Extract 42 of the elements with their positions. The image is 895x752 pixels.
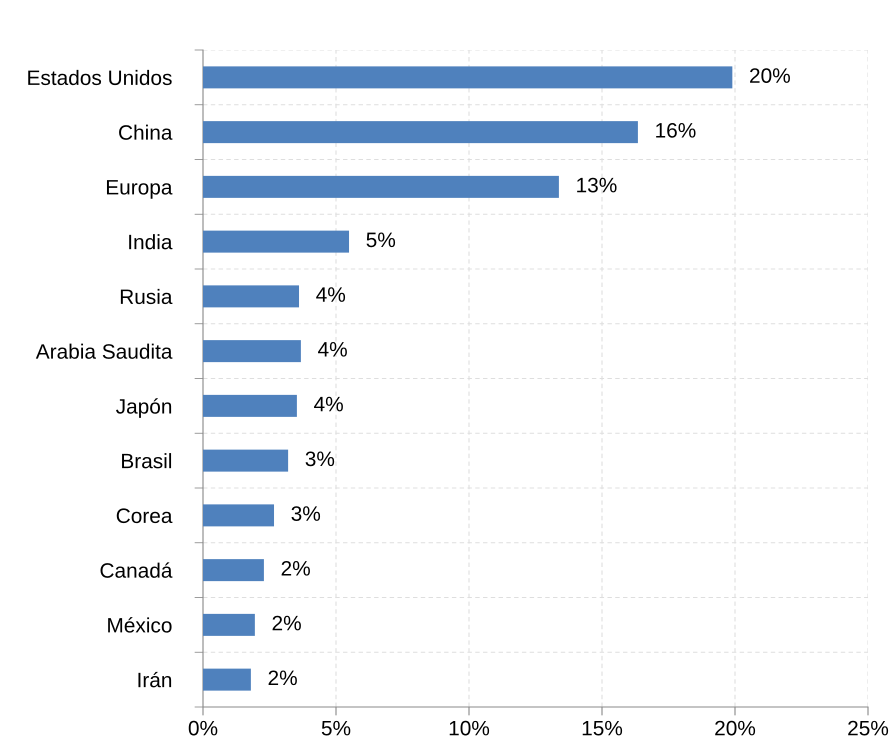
x-tick-label: 25%: [848, 720, 888, 736]
y-tick-label: Brasil: [122, 453, 172, 468]
data-label: 5%: [366, 232, 396, 248]
bar: [203, 285, 300, 308]
x-tick-label: 15%: [582, 720, 622, 736]
bar: [203, 176, 559, 198]
data-label: 2%: [268, 670, 297, 686]
bar: [203, 66, 732, 88]
y-tick-label: Estados Unidos: [28, 70, 172, 86]
data-label: 3%: [291, 506, 320, 521]
bar: [203, 668, 251, 691]
bar: [203, 394, 297, 417]
bar: [203, 121, 638, 144]
bar: [203, 450, 288, 472]
y-tick-label: México: [108, 617, 172, 633]
bar: [203, 559, 264, 582]
data-label: 2%: [272, 616, 301, 630]
y-tick-label: Europa: [106, 180, 172, 199]
data-label: 16%: [656, 122, 696, 138]
y-tick-label: China: [119, 124, 172, 140]
bar: [203, 340, 301, 362]
y-tick-label: Irán: [138, 672, 172, 688]
data-label: 20%: [750, 68, 790, 83]
data-label: 4%: [314, 396, 343, 412]
data-label: 3%: [306, 451, 334, 466]
y-tick-label: India: [129, 234, 172, 250]
bar: [203, 230, 350, 253]
data-label: 13%: [577, 178, 617, 192]
x-tick-label: 5%: [322, 720, 350, 736]
x-tick-label: 20%: [715, 720, 756, 736]
y-tick-label: Corea: [116, 508, 172, 524]
data-label: 4%: [318, 342, 347, 357]
data-label: 2%: [282, 560, 310, 576]
y-tick-label: Japón: [116, 398, 172, 418]
x-tick-label: 0%: [188, 720, 218, 736]
y-tick-label: Canadá: [100, 562, 172, 578]
bar: [203, 504, 274, 526]
data-label: 4%: [316, 287, 346, 302]
x-tick-label: 10%: [450, 720, 490, 736]
bar: [203, 614, 255, 636]
y-tick-label: Arabia Saudita: [36, 344, 172, 359]
y-tick-label: Rusia: [120, 288, 172, 304]
